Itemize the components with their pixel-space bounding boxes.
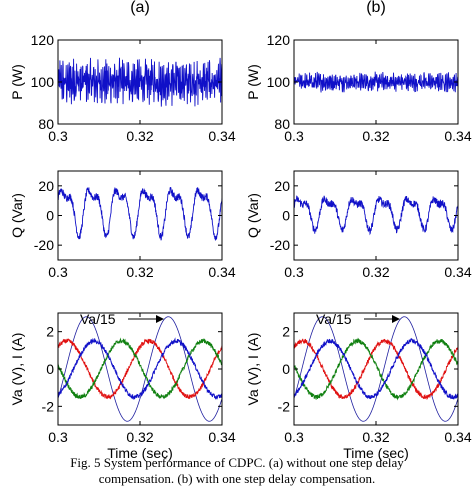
series-blue-line xyxy=(58,57,222,107)
y-tick-label: 20 xyxy=(38,178,54,194)
y-tick-label: 120 xyxy=(31,32,55,48)
x-tick-label: 0.3 xyxy=(284,264,304,280)
panel-6: 0.3 0.32 0.34 -2 0 2 Va (V), I (A) Time (sec) Va… xyxy=(245,311,472,461)
panel-1: (a) 0.3 0.32 0.34 80 100 120 P (W) xyxy=(9,0,236,144)
x-tick-label: 0.3 xyxy=(48,429,68,445)
annotation-arrowhead xyxy=(392,315,400,323)
series-blue-line xyxy=(294,337,458,400)
series-green-line xyxy=(294,337,458,401)
panel-5: 0.3 0.32 0.34 -2 0 2 Va (V), I (A) Time (sec) Va… xyxy=(9,311,236,461)
x-tick-label: 0.3 xyxy=(48,128,68,144)
panel-title: (a) xyxy=(130,0,150,16)
series-blue-line xyxy=(58,337,222,401)
y-axis-label: Q (Var) xyxy=(9,193,25,238)
x-tick-label: 0.32 xyxy=(126,264,153,280)
x-tick-label: 0.32 xyxy=(362,429,389,445)
axes-frame xyxy=(293,312,459,426)
y-tick-label: 100 xyxy=(31,74,55,90)
caption-line-1: Fig. 5 System performance of CDPC. (a) w… xyxy=(70,455,404,470)
series-blue-line xyxy=(294,195,458,236)
series-blue-line xyxy=(58,186,222,241)
series-green-line xyxy=(58,337,222,400)
x-tick-label: 0.32 xyxy=(126,429,153,445)
x-tick-label: 0.3 xyxy=(48,264,68,280)
series-thin_blue-line xyxy=(58,316,222,422)
annotation-arrowhead xyxy=(156,315,164,323)
series-red-line xyxy=(58,338,222,400)
x-tick-label: 0.34 xyxy=(208,264,235,280)
x-tick-label: 0.34 xyxy=(208,429,235,445)
y-tick-label: 100 xyxy=(267,74,291,90)
x-tick-label: 0.34 xyxy=(444,264,471,280)
x-axis-label: Time (sec) xyxy=(343,445,409,461)
x-tick-label: 0.32 xyxy=(362,128,389,144)
y-axis-label: Q (Var) xyxy=(245,193,261,238)
panel-2: (b) 0.3 0.32 0.34 80 100 120 P (W) xyxy=(245,0,472,144)
y-tick-label: -2 xyxy=(42,398,55,414)
y-tick-label: 80 xyxy=(38,116,54,132)
va-annotation: Va/15 xyxy=(80,311,116,327)
caption-line-2: compensation. (b) with one step delay co… xyxy=(98,471,376,486)
y-tick-label: 0 xyxy=(282,361,290,377)
y-tick-label: 0 xyxy=(46,361,54,377)
y-axis-label: P (W) xyxy=(9,64,25,100)
y-tick-label: 20 xyxy=(274,178,290,194)
y-tick-label: 2 xyxy=(282,324,290,340)
y-tick-label: -20 xyxy=(270,237,290,253)
x-tick-label: 0.34 xyxy=(208,128,235,144)
x-tick-label: 0.34 xyxy=(444,128,471,144)
x-axis-label: Time (sec) xyxy=(107,445,173,461)
panel-title: (b) xyxy=(366,0,386,16)
y-tick-label: 0 xyxy=(46,208,54,224)
y-axis-label: Va (V), I (A) xyxy=(245,333,261,406)
y-tick-label: 80 xyxy=(274,116,290,132)
axes-frame xyxy=(293,170,459,261)
x-tick-label: 0.32 xyxy=(362,264,389,280)
va-annotation: Va/15 xyxy=(316,311,352,327)
panel-4: 0.3 0.32 0.34 -20 0 20 Q (Var) xyxy=(245,170,472,280)
y-tick-label: 0 xyxy=(282,208,290,224)
y-tick-label: -20 xyxy=(34,237,54,253)
x-tick-label: 0.34 xyxy=(444,429,471,445)
series-thin_blue-line xyxy=(294,316,458,422)
y-axis-label: Va (V), I (A) xyxy=(9,333,25,406)
x-tick-label: 0.3 xyxy=(284,429,304,445)
figure-caption: Fig. 5 System performance of CDPC. (a) w… xyxy=(0,455,474,487)
panel-3: 0.3 0.32 0.34 -20 0 20 Q (Var) xyxy=(9,170,236,280)
y-tick-label: -2 xyxy=(278,398,291,414)
y-tick-label: 120 xyxy=(267,32,291,48)
x-tick-label: 0.3 xyxy=(284,128,304,144)
series-red-line xyxy=(294,338,458,401)
y-tick-label: 2 xyxy=(46,324,54,340)
series-blue-line xyxy=(294,71,458,93)
x-tick-label: 0.32 xyxy=(126,128,153,144)
y-axis-label: P (W) xyxy=(245,64,261,100)
